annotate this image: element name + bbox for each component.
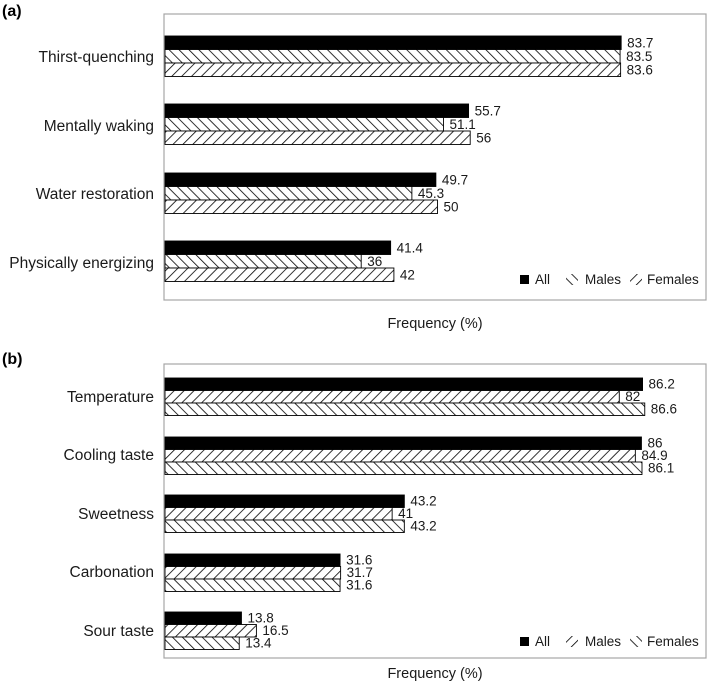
value-label-males-carbonation: 31.7	[347, 565, 373, 580]
value-label-all-temperature: 86.2	[649, 377, 675, 392]
legend-a: All Males Females	[520, 272, 699, 287]
bar-females-sour-taste	[164, 636, 240, 650]
bar-males-thirst-quenching	[164, 49, 621, 64]
bar-all-thirst-quenching	[164, 35, 622, 50]
bar-females-mentally-waking	[164, 130, 471, 145]
value-label-females-sour-taste: 13.4	[245, 636, 272, 651]
bar-females-temperature	[164, 402, 646, 416]
plot-frame-a	[163, 13, 707, 301]
category-label-cooling-taste: Cooling taste	[64, 447, 154, 464]
bar-females-thirst-quenching	[164, 62, 622, 77]
bar-males-temperature	[164, 390, 620, 404]
x-axis-label-b: Frequency (%)	[387, 666, 482, 682]
legend-label-all: All	[535, 634, 550, 649]
value-label-males-sweetness: 41	[398, 506, 413, 521]
chart-panel-b: (b) Temperature Cooling taste Sweetness …	[2, 351, 707, 682]
value-label-all-physically-energizing: 41.4	[397, 241, 424, 256]
legend-swatch-males	[566, 274, 578, 285]
bar-females-sweetness	[164, 519, 405, 533]
value-label-males-cooling-taste: 84.9	[641, 448, 667, 463]
category-label-thirst-quenching: Thirst-quenching	[39, 49, 154, 66]
bar-all-sour-taste	[164, 611, 242, 625]
bar-males-sour-taste	[164, 624, 257, 638]
plot-frame-b	[163, 363, 707, 659]
category-labels-b: Temperature Cooling taste Sweetness Carb…	[64, 389, 155, 640]
value-label-females-cooling-taste: 86.1	[648, 461, 674, 476]
value-label-all-water-restoration: 49.7	[442, 173, 468, 188]
x-axis-label-a: Frequency (%)	[387, 316, 482, 332]
bar-males-mentally-waking	[164, 117, 444, 132]
value-label-males-mentally-waking: 51.1	[449, 117, 475, 132]
legend-label-males: Males	[585, 272, 621, 287]
value-label-females-sweetness: 43.2	[410, 519, 436, 534]
panel-label-a: (a)	[2, 3, 22, 20]
legend-label-females: Females	[647, 272, 699, 287]
bar-females-water-restoration	[164, 199, 438, 214]
value-label-all-sour-taste: 13.8	[247, 611, 273, 626]
value-label-males-temperature: 82	[625, 389, 640, 404]
value-labels-a: 83.783.583.6 55.751.156 49.745.350 41.4 36 42	[367, 36, 653, 283]
legend-swatch-females	[630, 274, 642, 285]
legend-swatch-all	[520, 637, 529, 646]
legend-label-all: All	[535, 272, 550, 287]
value-label-females-carbonation: 31.6	[346, 578, 372, 593]
value-label-males-thirst-quenching: 83.5	[626, 49, 652, 64]
bar-all-cooling-taste	[164, 436, 642, 450]
value-label-all-mentally-waking: 55.7	[475, 104, 501, 119]
legend-b: All Males Females	[520, 634, 699, 649]
category-labels-a: Thirst-quenching Mentally waking Water r…	[9, 49, 154, 272]
legend-swatch-males	[566, 636, 578, 647]
bar-females-carbonation	[164, 578, 341, 592]
value-label-females-water-restoration: 50	[444, 200, 459, 215]
bar-all-water-restoration	[164, 172, 437, 187]
bar-all-carbonation	[164, 553, 341, 567]
category-label-sweetness: Sweetness	[78, 506, 154, 523]
value-label-females-physically-energizing: 42	[400, 268, 415, 283]
value-label-males-water-restoration: 45.3	[418, 186, 444, 201]
bar-males-water-restoration	[164, 186, 413, 201]
value-label-all-carbonation: 31.6	[346, 553, 372, 568]
legend-swatch-all	[520, 275, 529, 284]
category-label-sour-taste: Sour taste	[83, 623, 154, 640]
bar-all-temperature	[164, 377, 643, 391]
category-label-water-restoration: Water restoration	[36, 186, 154, 203]
bars-a	[164, 35, 622, 282]
bar-females-physically-energizing	[164, 267, 395, 282]
bar-females-cooling-taste	[164, 461, 643, 475]
category-label-mentally-waking: Mentally waking	[44, 118, 154, 135]
bar-all-physically-energizing	[164, 240, 392, 255]
panel-label-b: (b)	[2, 351, 22, 368]
bar-all-mentally-waking	[164, 103, 470, 118]
bar-males-sweetness	[164, 507, 393, 521]
bar-males-physically-energizing	[164, 254, 362, 269]
value-label-females-thirst-quenching: 83.6	[627, 63, 653, 78]
category-label-temperature: Temperature	[67, 389, 154, 406]
value-label-all-cooling-taste: 86	[647, 436, 662, 451]
category-label-carbonation: Carbonation	[70, 564, 154, 581]
category-label-physically-energizing: Physically energizing	[9, 255, 154, 272]
value-label-females-mentally-waking: 56	[476, 131, 491, 146]
bar-males-cooling-taste	[164, 449, 636, 463]
value-label-males-sour-taste: 16.5	[262, 623, 288, 638]
legend-label-females: Females	[647, 634, 699, 649]
value-label-females-temperature: 86.6	[651, 402, 677, 417]
bar-all-sweetness	[164, 494, 405, 508]
chart-panel-a: (a) Thirst-quenching Mentally waking Wat…	[2, 3, 707, 332]
value-label-all-sweetness: 43.2	[410, 494, 436, 509]
value-label-all-thirst-quenching: 83.7	[627, 36, 653, 51]
bars-b	[164, 377, 646, 650]
legend-label-males: Males	[585, 634, 621, 649]
value-label-males-physically-energizing: 36	[367, 254, 382, 269]
legend-swatch-females	[630, 636, 642, 647]
bar-males-carbonation	[164, 566, 342, 580]
